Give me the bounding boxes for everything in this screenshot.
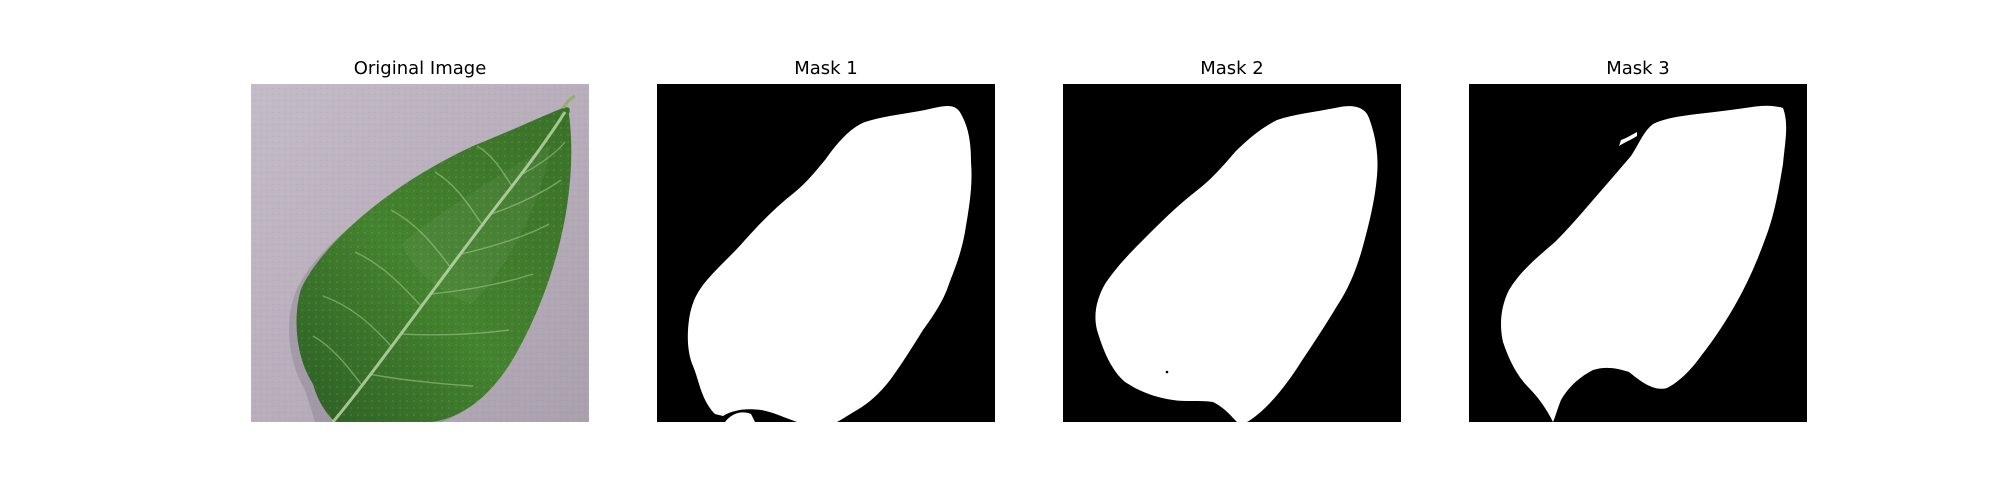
leaf-mask-1 xyxy=(657,84,995,422)
leaf-photo xyxy=(251,84,589,422)
mask-3-panel: Mask 3 xyxy=(1469,0,1807,500)
mask-2-panel: Mask 2 xyxy=(1063,0,1401,500)
panel-title: Original Image xyxy=(353,58,487,79)
panel-title: Mask 3 xyxy=(1606,58,1670,79)
panel-title: Mask 2 xyxy=(1200,58,1264,79)
leaf-mask-2 xyxy=(1063,84,1401,422)
original-image-panel: Original Image xyxy=(251,0,589,500)
leaf-mask-3 xyxy=(1469,84,1807,422)
mask-1-panel: Mask 1 xyxy=(657,0,995,500)
panel-title: Mask 1 xyxy=(794,58,858,79)
